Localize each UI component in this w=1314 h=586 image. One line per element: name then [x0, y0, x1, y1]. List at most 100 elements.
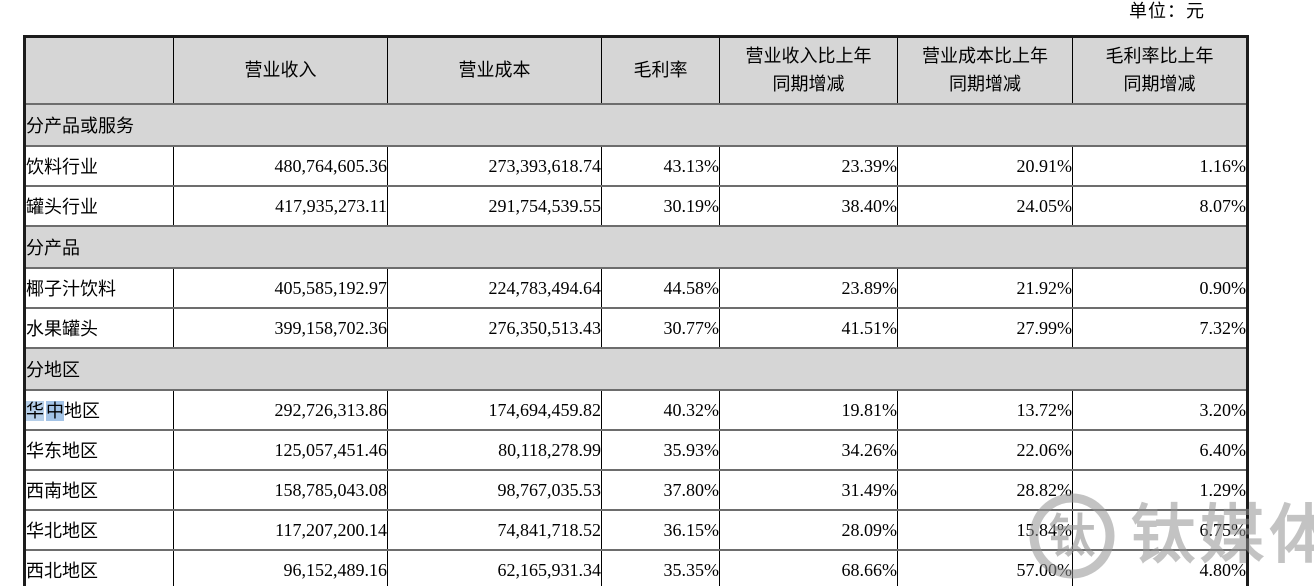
cell-margin: 30.77%: [601, 307, 720, 349]
cell-margin: 30.19%: [601, 185, 720, 227]
cell-revenue: 480,764,605.36: [173, 145, 388, 187]
cell-margin: 37.80%: [601, 469, 720, 511]
col-header-row-label: [24, 35, 174, 105]
row-label-rest: 地区: [64, 401, 100, 421]
row-label: 水果罐头: [24, 307, 174, 349]
header-line: 营业收入: [244, 59, 317, 80]
cell-cost: 74,841,718.52: [387, 509, 602, 551]
cell-cost: 224,783,494.64: [387, 267, 602, 309]
cell-revenue: 292,726,313.86: [173, 389, 388, 431]
row-label: 罐头行业: [24, 185, 174, 227]
cell-cost: 98,767,035.53: [387, 469, 602, 511]
header-line: 同期增减: [1123, 73, 1196, 94]
cell-margin-yoy: 0.90%: [1072, 267, 1248, 309]
row-label: 华北地区: [24, 509, 174, 551]
cell-margin: 36.15%: [601, 509, 720, 551]
row-label: 华东地区: [24, 429, 174, 471]
cell-cost: 291,754,539.55: [387, 185, 602, 227]
col-header-margin-yoy: 毛利率比上年 同期增减: [1072, 35, 1248, 105]
cell-margin: 44.58%: [601, 267, 720, 309]
table-row-north-china: 华北地区 117,207,200.14 74,841,718.52 36.15%…: [24, 509, 1248, 551]
section-label: 分地区: [24, 347, 1248, 391]
cell-cost-yoy: 57.00%: [897, 549, 1073, 586]
cell-cost: 273,393,618.74: [387, 145, 602, 187]
table-row-beverage-industry: 饮料行业 480,764,605.36 273,393,618.74 43.13…: [24, 145, 1248, 187]
row-label: 西南地区: [24, 469, 174, 511]
table-row-coconut-juice: 椰子汁饮料 405,585,192.97 224,783,494.64 44.5…: [24, 267, 1248, 309]
cell-margin-yoy: 6.75%: [1072, 509, 1248, 551]
header-line: 毛利率: [633, 59, 688, 80]
row-label: 西北地区: [24, 549, 174, 586]
cell-cost: 62,165,931.34: [387, 549, 602, 586]
gross-margin-table: 营业收入 营业成本 毛利率 营业收入比上年 同期增减 营业成本比上年 同期增减 毛利…: [23, 35, 1249, 586]
cell-revenue: 405,585,192.97: [173, 267, 388, 309]
cell-revenue-yoy: 23.39%: [719, 145, 898, 187]
table-row-central-china: 华中地区 292,726,313.86 174,694,459.82 40.32…: [24, 389, 1248, 431]
cell-cost-yoy: 15.84%: [897, 509, 1073, 551]
header-line: 营业成本比上年: [922, 45, 1048, 66]
col-header-revenue-yoy: 营业收入比上年 同期增减: [719, 35, 898, 105]
cell-margin: 40.32%: [601, 389, 720, 431]
section-label: 分产品: [24, 225, 1248, 269]
header-line: 同期增减: [949, 73, 1021, 94]
row-label: 饮料行业: [24, 145, 174, 187]
cell-revenue-yoy: 38.40%: [719, 185, 898, 227]
table-row-east-china: 华东地区 125,057,451.46 80,118,278.99 35.93%…: [24, 429, 1248, 471]
cell-revenue: 117,207,200.14: [173, 509, 388, 551]
search-highlight: 华: [26, 401, 44, 421]
cell-revenue-yoy: 68.66%: [719, 549, 898, 586]
row-label: 椰子汁饮料: [24, 267, 174, 309]
cell-revenue: 158,785,043.08: [173, 469, 388, 511]
header-line: 同期增减: [772, 73, 845, 94]
cell-margin-yoy: 1.29%: [1072, 469, 1248, 511]
header-line: 营业成本: [458, 59, 531, 80]
table-row-canned-fruit: 水果罐头 399,158,702.36 276,350,513.43 30.77…: [24, 307, 1248, 349]
header-line: 毛利率比上年: [1105, 45, 1214, 66]
cell-cost: 80,118,278.99: [387, 429, 602, 471]
col-header-cost: 营业成本: [387, 35, 602, 105]
cell-margin: 35.93%: [601, 429, 720, 471]
cell-cost: 276,350,513.43: [387, 307, 602, 349]
cell-revenue-yoy: 34.26%: [719, 429, 898, 471]
col-header-revenue: 营业收入: [173, 35, 388, 105]
section-row-by-product-or-service: 分产品或服务: [24, 103, 1248, 147]
cell-revenue-yoy: 31.49%: [719, 469, 898, 511]
cell-revenue-yoy: 28.09%: [719, 509, 898, 551]
cell-cost: 174,694,459.82: [387, 389, 602, 431]
cell-revenue: 96,152,489.16: [173, 549, 388, 586]
col-header-margin: 毛利率: [601, 35, 720, 105]
cell-revenue-yoy: 23.89%: [719, 267, 898, 309]
header-line: 营业收入比上年: [745, 45, 872, 66]
cell-cost-yoy: 28.82%: [897, 469, 1073, 511]
cell-margin-yoy: 3.20%: [1072, 389, 1248, 431]
table-row-northwest-china: 西北地区 96,152,489.16 62,165,931.34 35.35% …: [24, 549, 1248, 586]
table-header-row: 营业收入 营业成本 毛利率 营业收入比上年 同期增减 营业成本比上年 同期增减 毛利…: [24, 35, 1248, 105]
cell-margin-yoy: 7.32%: [1072, 307, 1248, 349]
table-row-canned-industry: 罐头行业 417,935,273.11 291,754,539.55 30.19…: [24, 185, 1248, 227]
cell-revenue: 399,158,702.36: [173, 307, 388, 349]
cell-cost-yoy: 27.99%: [897, 307, 1073, 349]
cell-margin-yoy: 6.40%: [1072, 429, 1248, 471]
cell-margin: 35.35%: [601, 549, 720, 586]
cell-cost-yoy: 21.92%: [897, 267, 1073, 309]
section-row-by-product: 分产品: [24, 225, 1248, 269]
cell-revenue: 125,057,451.46: [173, 429, 388, 471]
section-label: 分产品或服务: [24, 103, 1248, 147]
col-header-cost-yoy: 营业成本比上年 同期增减: [897, 35, 1073, 105]
cell-margin-yoy: 4.80%: [1072, 549, 1248, 586]
section-row-by-region: 分地区: [24, 347, 1248, 391]
unit-label: 单位：元: [1129, 1, 1205, 21]
cell-cost-yoy: 13.72%: [897, 389, 1073, 431]
search-highlight: 中: [46, 401, 64, 421]
cell-margin-yoy: 1.16%: [1072, 145, 1248, 187]
cell-margin-yoy: 8.07%: [1072, 185, 1248, 227]
cell-margin: 43.13%: [601, 145, 720, 187]
cell-cost-yoy: 20.91%: [897, 145, 1073, 187]
row-label: 华中地区: [24, 389, 174, 431]
cell-revenue: 417,935,273.11: [173, 185, 388, 227]
cell-cost-yoy: 22.06%: [897, 429, 1073, 471]
cell-revenue-yoy: 19.81%: [719, 389, 898, 431]
cell-revenue-yoy: 41.51%: [719, 307, 898, 349]
cell-cost-yoy: 24.05%: [897, 185, 1073, 227]
